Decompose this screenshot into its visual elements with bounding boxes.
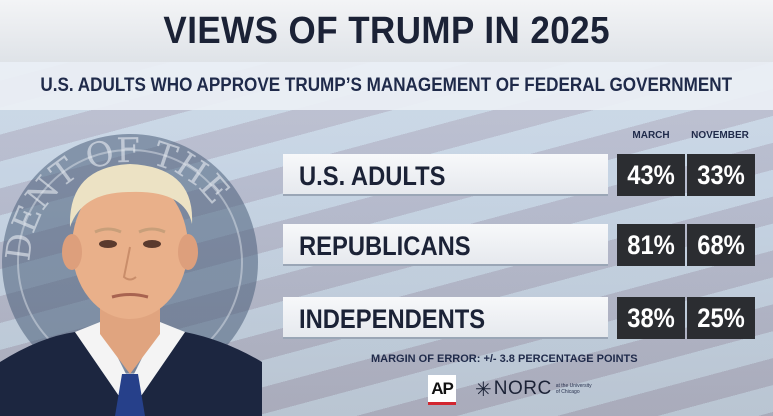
value-cell-november: 25% <box>687 297 755 339</box>
column-header-march: MARCH <box>632 130 670 141</box>
ap-logo: AP <box>428 375 456 405</box>
column-header-november: NOVEMBER <box>691 130 749 141</box>
value-text: 43% <box>627 160 675 190</box>
norc-star-icon: ✳ <box>475 378 492 401</box>
table-row: REPUBLICANS 81% 68% <box>283 224 755 266</box>
value-text: 38% <box>627 303 675 333</box>
graphic-subtitle: U.S. ADULTS WHO APPROVE TRUMP’S MANAGEME… <box>40 75 733 96</box>
graphic-title: VIEWS OF TRUMP IN 2025 <box>163 9 610 52</box>
value-cell-march: 81% <box>617 224 685 266</box>
row-label: REPUBLICANS <box>299 231 471 261</box>
value-text: 68% <box>697 230 745 260</box>
value-cell-november: 33% <box>687 154 755 196</box>
table-row: U.S. ADULTS 43% 33% <box>283 154 755 196</box>
trump-portrait: DENT OF THE <box>0 112 262 416</box>
norc-logo: ✳ NORC at the University of Chicago <box>475 375 592 403</box>
norc-logo-subtext: at the University of Chicago <box>555 383 592 395</box>
row-label: U.S. ADULTS <box>299 161 446 191</box>
row-label-box: REPUBLICANS <box>283 224 608 266</box>
margin-of-error: MARGIN OF ERROR: +/- 3.8 PERCENTAGE POIN… <box>371 353 638 365</box>
value-cell-march: 38% <box>617 297 685 339</box>
value-text: 81% <box>627 230 675 260</box>
row-label: INDEPENDENTS <box>299 304 486 334</box>
norc-logo-text: NORC <box>493 378 552 399</box>
ap-logo-text: AP <box>431 378 454 398</box>
title-bar: VIEWS OF TRUMP IN 2025 <box>0 0 773 62</box>
value-text: 25% <box>697 303 745 333</box>
subtitle-bar: U.S. ADULTS WHO APPROVE TRUMP’S MANAGEME… <box>0 62 773 110</box>
value-cell-november: 68% <box>687 224 755 266</box>
value-text: 33% <box>697 160 745 190</box>
table-row: INDEPENDENTS 38% 25% <box>283 297 755 339</box>
value-cell-march: 43% <box>617 154 685 196</box>
row-label-box: INDEPENDENTS <box>283 297 608 339</box>
row-label-box: U.S. ADULTS <box>283 154 608 196</box>
